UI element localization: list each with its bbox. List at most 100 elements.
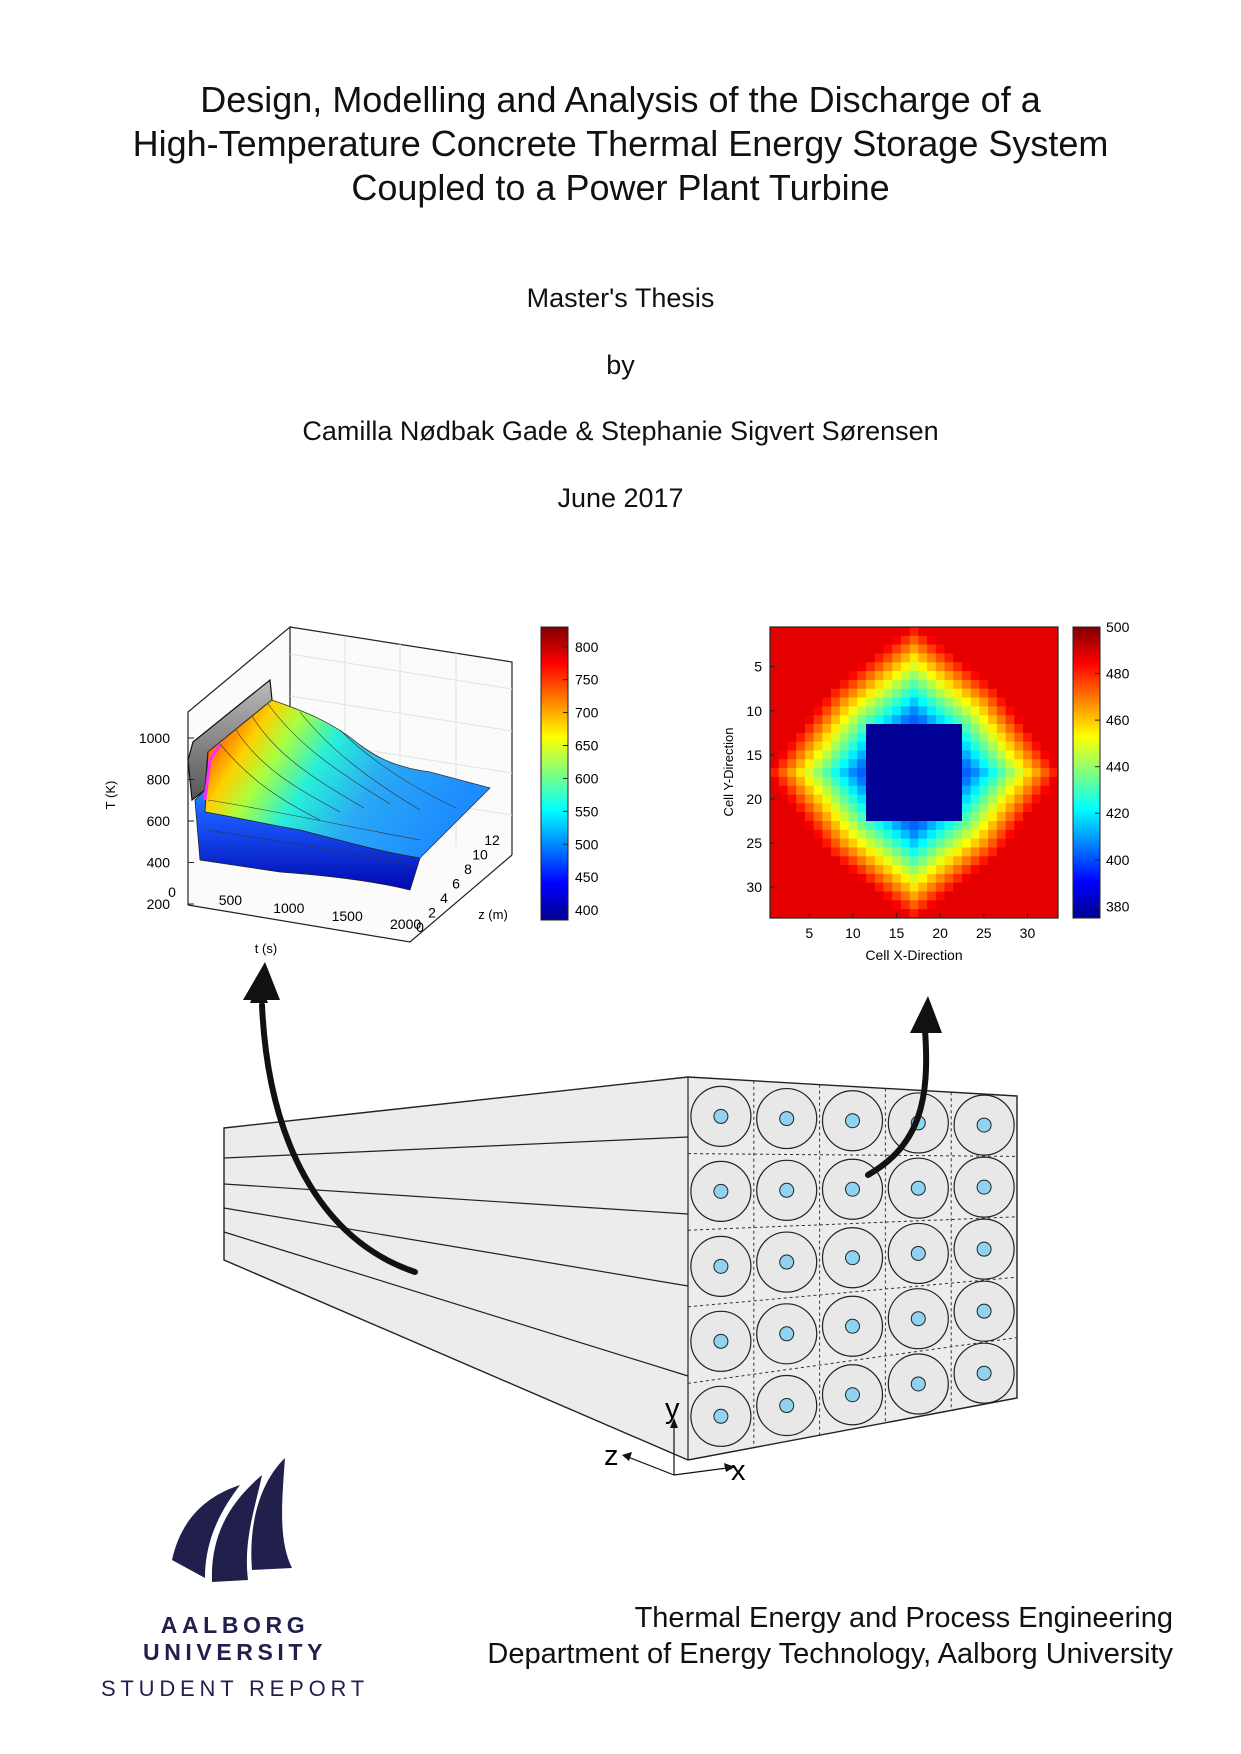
heatmap-cell xyxy=(892,882,902,892)
heatmap-colorbar-tick-label: 460 xyxy=(1106,712,1130,728)
heatmap-cell xyxy=(918,865,928,875)
heatmap-cell xyxy=(1031,635,1041,646)
heatmap-cell xyxy=(1040,873,1050,884)
heatmap-cell xyxy=(996,821,1007,831)
heatmap-cell xyxy=(944,909,954,919)
heatmap-cell xyxy=(892,768,902,778)
heatmap-cell xyxy=(787,724,797,734)
heatmap-cell xyxy=(822,644,832,654)
heatmap-cell xyxy=(909,653,919,663)
heatmap-cell xyxy=(892,900,902,910)
heatmap-cell xyxy=(883,821,893,831)
heatmap-cell xyxy=(1049,741,1059,751)
heatmap-cell xyxy=(970,627,980,637)
heatmap-cell xyxy=(883,847,893,857)
heatmap-cell xyxy=(1005,627,1015,637)
heatmap-cell xyxy=(909,750,919,760)
heatmap-cell xyxy=(874,688,884,698)
heatmap-cell xyxy=(787,882,797,892)
heatmap-cell xyxy=(857,759,867,769)
storage-tube xyxy=(713,1408,729,1424)
heatmap-cell xyxy=(996,732,1007,743)
heatmap-cell xyxy=(1014,653,1024,663)
heatmap-cell xyxy=(1023,671,1033,681)
surface-mesh-line xyxy=(219,743,321,821)
heatmap-cell xyxy=(918,759,928,769)
heatmap-cell xyxy=(970,776,980,787)
heatmap-cell xyxy=(866,671,876,681)
heatmap-cell xyxy=(918,653,928,663)
heatmap-cell xyxy=(953,838,963,848)
heatmap-cell xyxy=(979,768,989,778)
heatmap-cell xyxy=(813,697,823,707)
heatmap-cell xyxy=(892,750,902,760)
heatmap-cell xyxy=(778,847,788,857)
heatmap-cell xyxy=(1049,759,1059,769)
heatmap-cell xyxy=(953,644,963,654)
heatmap-cell xyxy=(944,732,954,743)
heatmap-cell xyxy=(1031,785,1041,795)
heatmap-cell xyxy=(996,803,1007,813)
heatmap-cell xyxy=(962,768,972,778)
heatmap-cell xyxy=(935,706,945,716)
heatmap-cell xyxy=(883,741,893,751)
heatmap-cell xyxy=(831,856,841,866)
heatmap-cell xyxy=(962,891,972,901)
heatmap-cell xyxy=(839,635,849,646)
heatmap-cell xyxy=(944,679,954,690)
heatmap-cell xyxy=(1049,635,1059,646)
heatmap-cell xyxy=(1014,706,1024,716)
heatmap-cell xyxy=(796,865,806,875)
heatmap-cell xyxy=(988,873,998,884)
heatmap-cell xyxy=(804,662,815,672)
heatmap-cell xyxy=(874,847,884,857)
heatmap-cell xyxy=(944,821,954,831)
heatmap-cell xyxy=(778,873,788,884)
heatmap-cell xyxy=(935,750,945,760)
heatmap-cell xyxy=(927,653,937,663)
heatmap-cell xyxy=(1005,803,1015,813)
heatmap-cell xyxy=(996,812,1007,822)
heatmap-cell xyxy=(848,706,858,716)
heatmap-cell xyxy=(970,812,980,822)
surface-mesh-line xyxy=(267,703,391,805)
heatmap-cell xyxy=(1040,662,1050,672)
heatmap-cell xyxy=(831,688,841,698)
heatmap-cell xyxy=(874,865,884,875)
heatmap-cell xyxy=(918,900,928,910)
heatmap-cell xyxy=(1005,829,1015,840)
surface-zpos-tick-label: 10 xyxy=(472,847,488,863)
heatmap-cell xyxy=(874,768,884,778)
storage-layer-line xyxy=(223,1136,689,1159)
heatmap-cell xyxy=(988,882,998,892)
heatmap-cell xyxy=(822,627,832,637)
heatmap-cell xyxy=(866,785,876,795)
heatmap-cell xyxy=(778,776,788,787)
heatmap-cell xyxy=(892,776,902,787)
heatmap-cell xyxy=(796,909,806,919)
heatmap-cell xyxy=(770,909,780,919)
heatmap-cell xyxy=(918,785,928,795)
heatmap-cell xyxy=(796,724,806,734)
heatmap-cell xyxy=(935,724,945,734)
heatmap-cell xyxy=(813,856,823,866)
heatmap-cell xyxy=(778,644,788,654)
heatmap-cell xyxy=(944,697,954,707)
heatmap-cell xyxy=(839,856,849,866)
heatmap-cell xyxy=(1005,750,1015,760)
storage-tube xyxy=(910,1180,926,1196)
heatmap-cell xyxy=(857,900,867,910)
heatmap-cell xyxy=(787,679,797,690)
heatmap-cell xyxy=(822,706,832,716)
heatmap-cell xyxy=(909,732,919,743)
heatmap-cell xyxy=(918,724,928,734)
heatmap-cell xyxy=(822,697,832,707)
heatmap-cell xyxy=(988,662,998,672)
heatmap-cell xyxy=(927,812,937,822)
heatmap-cell xyxy=(874,644,884,654)
heatmap-cell xyxy=(996,856,1007,866)
heatmap-cell xyxy=(770,900,780,910)
heatmap-cell xyxy=(839,865,849,875)
heatmap-cell xyxy=(787,812,797,822)
